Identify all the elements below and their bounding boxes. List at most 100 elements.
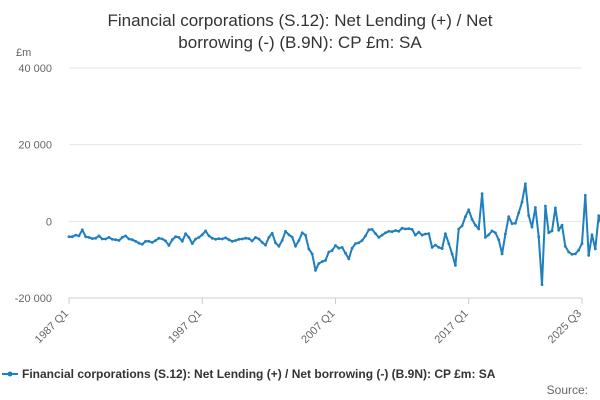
data-point[interactable] — [174, 235, 178, 239]
data-point[interactable] — [374, 232, 377, 236]
data-point[interactable] — [420, 233, 424, 237]
data-point[interactable] — [570, 252, 574, 256]
data-point[interactable] — [324, 259, 327, 262]
data-point[interactable] — [430, 246, 434, 249]
data-point[interactable] — [140, 242, 144, 246]
data-point[interactable] — [400, 226, 404, 230]
data-point[interactable] — [484, 236, 487, 239]
data-point[interactable] — [127, 237, 131, 241]
data-point[interactable] — [207, 234, 211, 238]
data-point[interactable] — [97, 234, 101, 238]
data-point[interactable] — [200, 233, 204, 237]
data-point[interactable] — [384, 231, 387, 235]
data-point[interactable] — [527, 214, 531, 218]
data-point[interactable] — [534, 206, 537, 209]
data-point[interactable] — [487, 233, 491, 237]
data-point[interactable] — [514, 221, 517, 225]
data-point[interactable] — [210, 236, 214, 240]
data-point[interactable] — [437, 246, 441, 249]
data-point[interactable] — [507, 215, 511, 219]
data-point[interactable] — [187, 236, 191, 239]
data-point[interactable] — [134, 239, 138, 243]
data-point[interactable] — [547, 231, 551, 235]
data-point[interactable] — [70, 235, 74, 239]
data-point[interactable] — [427, 232, 431, 236]
data-point[interactable] — [144, 239, 148, 243]
data-point[interactable] — [214, 237, 218, 241]
data-point[interactable] — [274, 241, 277, 245]
data-point[interactable] — [100, 237, 104, 241]
data-point[interactable] — [277, 244, 281, 248]
data-point[interactable] — [544, 204, 547, 208]
data-point[interactable] — [300, 231, 304, 235]
data-point[interactable] — [370, 228, 374, 231]
data-point[interactable] — [120, 236, 124, 239]
data-point[interactable] — [254, 236, 257, 239]
data-point[interactable] — [117, 239, 121, 242]
data-point[interactable] — [247, 237, 251, 241]
data-point[interactable] — [217, 237, 221, 241]
data-point[interactable] — [94, 236, 97, 240]
data-point[interactable] — [150, 241, 154, 244]
data-point[interactable] — [154, 239, 158, 242]
data-point[interactable] — [110, 237, 114, 241]
data-point[interactable] — [414, 233, 417, 237]
data-point[interactable] — [404, 227, 407, 231]
data-point[interactable] — [267, 236, 271, 239]
data-point[interactable] — [234, 239, 238, 242]
data-point[interactable] — [504, 232, 507, 236]
data-point[interactable] — [137, 241, 141, 245]
data-point[interactable] — [107, 236, 111, 239]
data-point[interactable] — [194, 237, 198, 241]
data-point[interactable] — [434, 243, 437, 247]
data-point[interactable] — [490, 229, 494, 233]
data-point[interactable] — [67, 235, 71, 239]
legend[interactable]: Financial corporations (S.12): Net Lendi… — [2, 367, 496, 381]
data-point[interactable] — [90, 237, 94, 241]
data-point[interactable] — [557, 228, 561, 232]
data-point[interactable] — [480, 192, 484, 196]
data-point[interactable] — [497, 238, 501, 242]
data-point[interactable] — [380, 233, 384, 237]
data-point[interactable] — [590, 233, 594, 237]
data-point[interactable] — [567, 250, 571, 254]
data-point[interactable] — [170, 238, 174, 242]
data-point[interactable] — [440, 247, 444, 251]
data-point[interactable] — [540, 283, 544, 286]
data-point[interactable] — [474, 223, 477, 227]
data-point[interactable] — [467, 208, 471, 212]
data-point[interactable] — [537, 235, 541, 239]
data-point[interactable] — [397, 229, 401, 233]
data-point[interactable] — [114, 238, 117, 242]
data-point[interactable] — [257, 237, 261, 241]
data-point[interactable] — [244, 236, 248, 240]
data-point[interactable] — [454, 264, 457, 267]
data-point[interactable] — [167, 244, 171, 247]
data-point[interactable] — [184, 232, 188, 236]
data-point[interactable] — [450, 252, 454, 256]
data-point[interactable] — [237, 237, 241, 241]
data-point[interactable] — [457, 227, 461, 231]
data-point[interactable] — [597, 214, 600, 217]
data-point[interactable] — [357, 241, 361, 245]
data-point[interactable] — [554, 206, 557, 210]
data-point[interactable] — [164, 239, 168, 243]
data-point[interactable] — [260, 241, 264, 244]
data-point[interactable] — [394, 229, 397, 232]
data-point[interactable] — [147, 239, 151, 243]
data-point[interactable] — [407, 227, 411, 231]
data-point[interactable] — [477, 227, 481, 231]
data-point[interactable] — [204, 229, 208, 233]
data-point[interactable] — [340, 246, 344, 249]
data-point[interactable] — [130, 238, 134, 242]
data-point[interactable] — [347, 257, 351, 261]
data-point[interactable] — [320, 260, 324, 263]
data-point[interactable] — [364, 234, 367, 238]
data-point[interactable] — [354, 242, 357, 246]
data-point[interactable] — [573, 252, 577, 256]
data-point[interactable] — [190, 242, 194, 246]
data-point[interactable] — [287, 233, 291, 237]
data-point[interactable] — [240, 237, 244, 241]
data-point[interactable] — [470, 218, 474, 221]
data-point[interactable] — [367, 228, 371, 232]
